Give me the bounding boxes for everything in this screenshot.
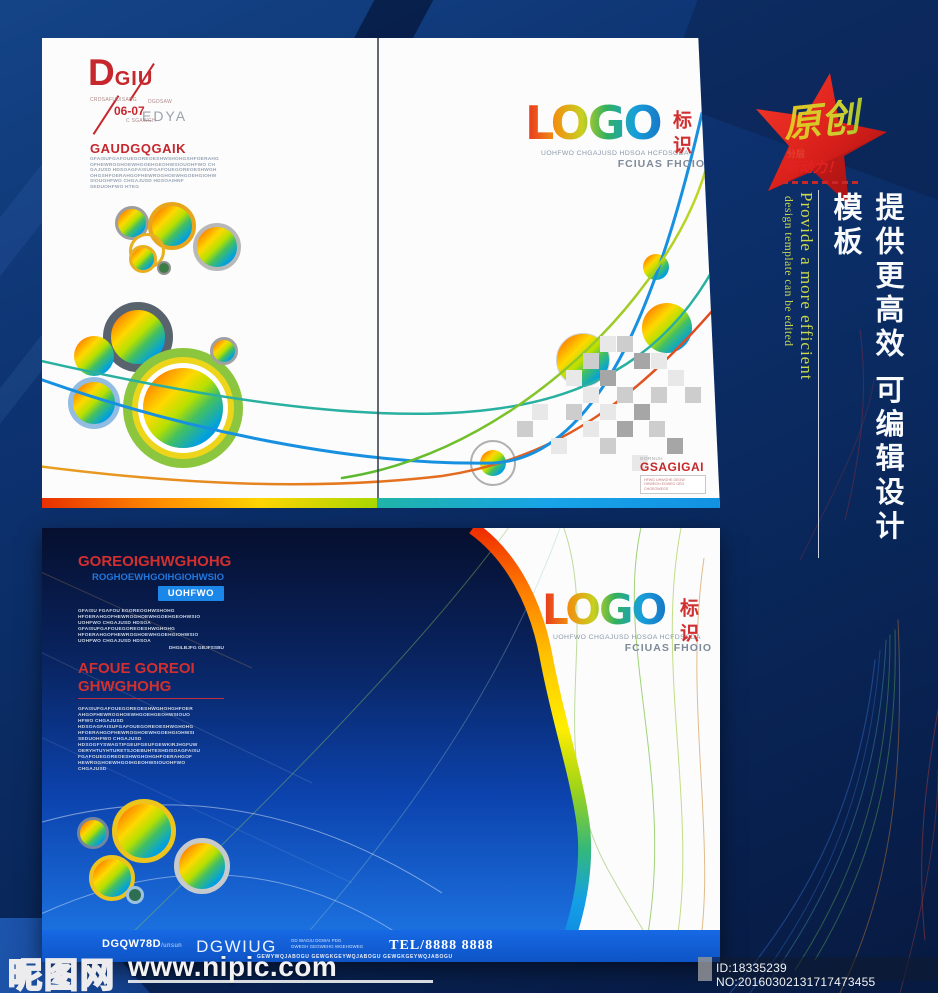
- mosaic-square: [617, 387, 633, 403]
- brand-smallprint: DGDSAW: [148, 99, 173, 105]
- top-brochure-cover: DGIU CRDSAFUDISABG DGDSAW 06-07 EDYA C S…: [42, 38, 720, 508]
- logo-block-bottom: LOGO 标识 UOHFWO CHGAJUSD HDSOA HCFDSODA F…: [542, 585, 712, 654]
- footer-row: DGQW78D/unsun DGWIUG GD WAGIU DGWAI PDG …: [102, 938, 494, 955]
- bottom-body-2: GFAISUFGAFOUEGOREOESHWGHOHGHFOER AHGOFHEW…: [78, 707, 201, 772]
- logo-chinese: 标识: [670, 110, 691, 160]
- mosaic-square: [667, 438, 683, 454]
- image-id-bar-cap: [698, 957, 712, 981]
- original-calligraphy-label: 原创: [781, 94, 894, 147]
- bottom-body-right: DHGILBJFG GBJFSSBU: [168, 646, 224, 652]
- bottom-heading-2: AFOUE GOREOI GHWGHOHG: [78, 660, 224, 695]
- mosaic-square: [583, 421, 599, 437]
- vertical-english-line1: Provide a more efficient: [797, 192, 816, 381]
- brand-rest: GIU: [114, 68, 154, 90]
- footer-telephone: TEL/8888 8888: [389, 938, 494, 953]
- mosaic-square: [634, 353, 650, 369]
- bottom-footer-bar: DGQW78D/unsun DGWIUG GD WAGIU DGWAI PDG …: [42, 930, 720, 962]
- brand-smallprint: CRDSAFUDISABG: [90, 97, 137, 103]
- logo-subtagline: FCIUAS FHOIO: [617, 157, 705, 170]
- red-dashed-line: [782, 181, 862, 184]
- mosaic-square: [551, 438, 567, 454]
- logo-block-top: LOGO 标识 UOHFWO CHGAJUSD HDSOA HCFDSODA F…: [525, 96, 705, 170]
- red-rule: [78, 697, 224, 700]
- rainbow-circle: [174, 838, 230, 894]
- mosaic-square: [668, 370, 684, 386]
- mosaic-square: [649, 421, 665, 437]
- stamp-block: GORNUH GSAGIGAI HFWG UHWGHE GEGW OHWEGH E…: [640, 456, 712, 495]
- cover-fold-line: [377, 38, 379, 498]
- stamp-box: HFWG UHWGHE GEGW OHWEGH EGWEG GEG CHGEGWEG…: [640, 475, 706, 495]
- circle-cluster-bottom: [42, 528, 720, 962]
- logo-chinese: 标识: [677, 598, 698, 648]
- mosaic-square: [600, 438, 616, 454]
- top-brand-block: DGIU: [88, 54, 153, 91]
- mosaic-square: [583, 353, 599, 369]
- mosaic-square: [617, 336, 633, 352]
- rainbow-circle: [112, 799, 176, 863]
- logo-subtagline: FCIUAS FHOIO: [624, 641, 712, 654]
- stamp-smallprint: GORNUH: [640, 456, 663, 461]
- brand-initial: D: [88, 52, 115, 93]
- uohfwo-button: UOHFWO: [157, 586, 224, 601]
- bottom-heading-2-line1: AFOUE GOREOI: [78, 660, 195, 678]
- mosaic-square: [532, 404, 548, 420]
- watermark-site-url: www.nipic.com: [128, 951, 338, 982]
- logo-wordmark: LOGO: [525, 96, 663, 150]
- stamp-title: GSAGIGAI: [640, 460, 705, 474]
- bottom-body-1: GFAISU FGAFOU EGOREOGHWSHOHG HFOERAHGOFHE…: [78, 609, 201, 644]
- mosaic-square: [583, 387, 599, 403]
- watermark-underline: [128, 980, 433, 983]
- mosaic-square: [685, 387, 701, 403]
- mosaic-square: [651, 353, 667, 369]
- mosaic-square: [600, 336, 616, 352]
- bottom-brochure-cover: GOREOIGHWGHOHG ROGHOEWHGOIHGIOHWSIO UOHF…: [42, 528, 720, 962]
- rainbow-stripe-left: [42, 498, 377, 508]
- logo-tagline: UOHFWO CHGAJUSD HDSOA HCFDSODA: [541, 149, 689, 157]
- vertical-english-line2: design template can be edited: [782, 196, 794, 347]
- bottom-subheading: ROGHOEWHGOIHGIOHWSIO: [92, 572, 224, 583]
- vertical-divider-line: [818, 190, 819, 558]
- image-id-bar: [698, 957, 938, 981]
- mosaic-square: [517, 421, 533, 437]
- cyan-stripe-right: [377, 498, 720, 508]
- watermark-site-name: 昵图网: [7, 956, 116, 993]
- footer-brand: DGQW78D/unsun: [102, 938, 183, 950]
- vertical-chinese-slogan: 提供更高效 可编辑设计模板: [829, 192, 903, 545]
- logo-tagline: UOHFWO CHGAJUSD HDSOA HCFDSODA: [553, 633, 701, 641]
- image-id-text: ID:18335239 NO:20160302131717473455: [716, 961, 876, 989]
- mosaic-square: [617, 421, 633, 437]
- footer-bottom-row: GEWYWQJABOGU GEWGKGEYWQJABOGU GEWGKGEYWQ…: [257, 954, 453, 960]
- rainbow-circle: [126, 886, 144, 904]
- footer-company-name: DGWIUG: [196, 937, 277, 956]
- rainbow-circle: [77, 817, 109, 849]
- mosaic-square: [600, 370, 616, 386]
- banner-sub2: 新动力！: [785, 159, 841, 175]
- footer-smallprint: GD WAGIU DGWAI PDG GWEGH GEGWEHG WGEHGWE…: [290, 938, 364, 949]
- bottom-heading-1: GOREOIGHWGHOHG: [78, 553, 232, 570]
- bottom-heading-2-line2: GHWGHOHG: [78, 677, 172, 695]
- footer-brand-small: /unsun: [161, 943, 183, 949]
- logo-wordmark: LOGO: [542, 585, 667, 634]
- mosaic-square: [632, 455, 648, 471]
- bottom-text-block: GOREOIGHWGHOHG ROGHOEWHGOIHGIOHWSIO UOHF…: [78, 553, 232, 772]
- mosaic-square: [651, 387, 667, 403]
- banner-sub1: 分层: [787, 149, 806, 159]
- mosaic-square: [566, 404, 582, 420]
- mosaic-pattern: [42, 38, 720, 508]
- mosaic-square: [566, 370, 582, 386]
- mosaic-square: [634, 404, 650, 420]
- mosaic-square: [600, 404, 616, 420]
